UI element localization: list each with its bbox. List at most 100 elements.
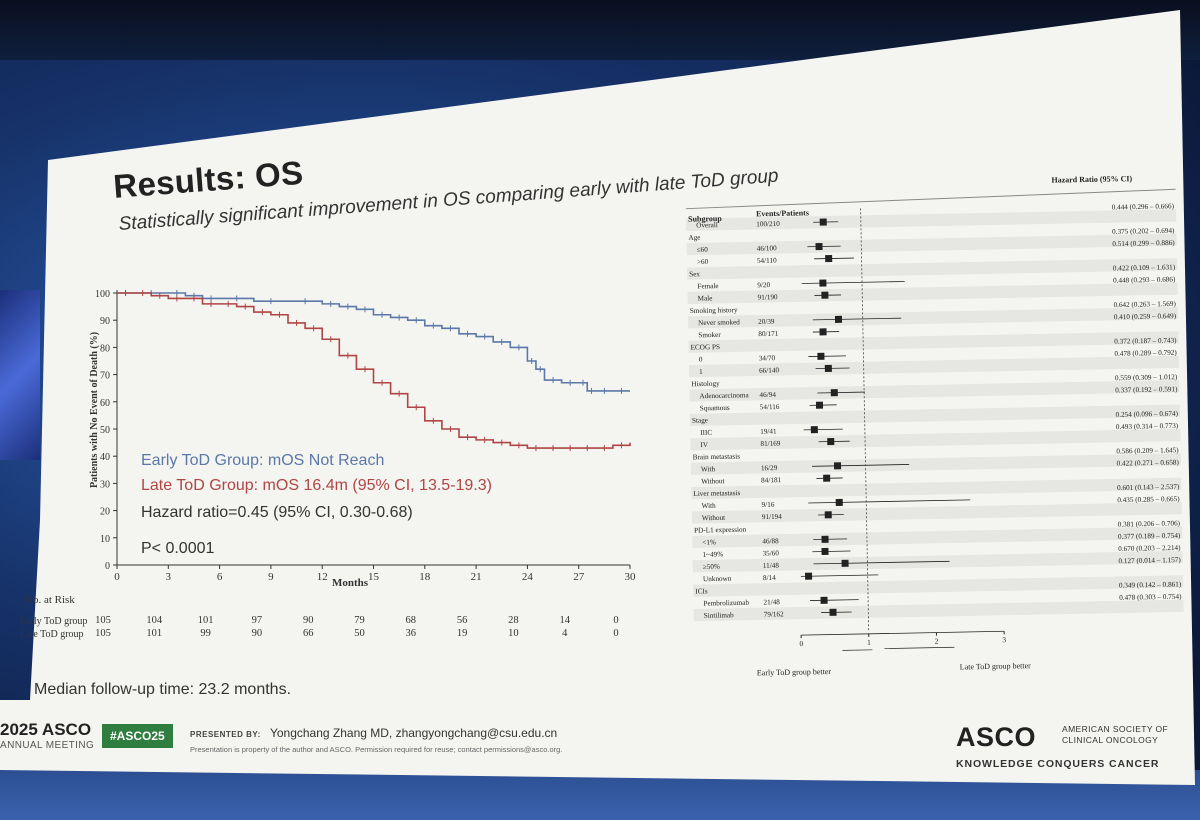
forest-row-label: Without bbox=[702, 514, 725, 522]
forest-row-label: 1 bbox=[699, 368, 703, 376]
risk-value: 79 bbox=[354, 615, 365, 626]
risk-value: 14 bbox=[559, 615, 570, 626]
forest-row-events: 9/20 bbox=[757, 281, 770, 289]
forest-ci-text: 0.435 (0.285 – 0.665) bbox=[1117, 495, 1180, 504]
forest-row-events: 81/169 bbox=[760, 440, 781, 448]
forest-hr-marker bbox=[824, 364, 832, 372]
forest-row-label: ≤60 bbox=[697, 246, 709, 254]
forest-row-label: Smoking history bbox=[690, 306, 738, 315]
km-x-ticks: 0 3 6 9 12 15 18 21 24 27 30 bbox=[114, 565, 636, 583]
risk-value: 90 bbox=[303, 615, 314, 626]
risk-value: 101 bbox=[198, 615, 214, 626]
forest-ci-text: 0.372 (0.187 – 0.743) bbox=[1114, 336, 1177, 345]
background-left-band bbox=[0, 290, 40, 460]
forest-row-band bbox=[691, 502, 1182, 524]
forest-hr-marker bbox=[820, 596, 828, 604]
forest-row-events: 54/110 bbox=[757, 257, 777, 265]
forest-row-label: Sex bbox=[689, 270, 700, 278]
society-line-1: AMERICAN SOCIETY OF bbox=[1062, 724, 1169, 734]
km-y-tick-label: 90 bbox=[100, 316, 110, 327]
forest-hr-marker bbox=[841, 559, 849, 567]
forest-ci-text: 0.514 (0.299 – 0.886) bbox=[1112, 239, 1175, 248]
asco-logo: ASCO bbox=[956, 722, 1037, 752]
km-y-tick-label: 50 bbox=[100, 425, 110, 436]
forest-hr-marker bbox=[829, 608, 837, 616]
forest-row-label: Brain metastasis bbox=[693, 452, 741, 461]
forest-ci-text: 0.642 (0.263 – 1.569) bbox=[1113, 300, 1176, 309]
forest-left-arrow bbox=[842, 649, 873, 651]
forest-row-bands bbox=[686, 209, 1184, 622]
forest-ci-text: 0.349 (0.142 – 0.861) bbox=[1119, 580, 1182, 589]
forest-row-band bbox=[686, 233, 1177, 256]
risk-value: 0 bbox=[613, 628, 618, 639]
forest-ci-text: 0.670 (0.203 – 2.214) bbox=[1118, 544, 1181, 553]
forest-ci-text: 0.601 (0.143 – 2.537) bbox=[1117, 483, 1180, 492]
forest-row-band bbox=[687, 258, 1178, 280]
meeting-logo: 2025 ASCO ANNUAL MEETING bbox=[0, 720, 94, 751]
followup-text: Median follow-up time: 23.2 months. bbox=[34, 681, 292, 698]
forest-ci-text: 0.254 (0.096 – 0.674) bbox=[1116, 410, 1179, 419]
forest-row-band bbox=[687, 282, 1178, 305]
risk-value: 56 bbox=[457, 615, 468, 626]
forest-row-label: PD-L1 expression bbox=[694, 526, 747, 535]
forest-ci-line bbox=[813, 560, 950, 565]
forest-left-label: Early ToD group better bbox=[757, 667, 832, 677]
risk-value: 28 bbox=[508, 615, 519, 626]
forest-row-band bbox=[690, 428, 1181, 451]
forest-hr-marker bbox=[833, 462, 842, 470]
presenter-name: Yongchang Zhang MD, zhangyongchang@csu.e… bbox=[269, 726, 558, 740]
forest-row-band bbox=[690, 453, 1181, 475]
forest-row-band bbox=[687, 306, 1179, 329]
forest-ci-text: 0.337 (0.192 – 0.591) bbox=[1115, 385, 1178, 394]
forest-row-label: ≥50% bbox=[703, 563, 720, 571]
forest-row-events: 80/171 bbox=[758, 330, 779, 338]
forest-x-tick-label: 2 bbox=[935, 637, 939, 646]
forest-ci-text: 0.410 (0.259 – 0.649) bbox=[1114, 312, 1177, 321]
km-annotation-hr: Hazard ratio=0.45 (95% CI, 0.30-0.68) bbox=[141, 504, 413, 521]
forest-row-events: 46/94 bbox=[759, 391, 776, 399]
forest-ci-text: 0.377 (0.189 – 0.754) bbox=[1118, 532, 1181, 541]
forest-subgroup-header: Subgroup bbox=[688, 214, 722, 224]
risk-value: 97 bbox=[252, 615, 263, 626]
forest-row-events: 46/100 bbox=[757, 244, 778, 252]
km-y-tick-label: 60 bbox=[100, 398, 110, 409]
asco-society-name: AMERICAN SOCIETY OF CLINICAL ONCOLOGY bbox=[1062, 724, 1168, 746]
risk-table: Early ToD group 105 104 101 97 90 79 68 56 28 14 0L… bbox=[20, 615, 619, 640]
forest-row-band bbox=[689, 380, 1180, 402]
forest-row-label: >60 bbox=[697, 258, 709, 266]
forest-hr-marker bbox=[819, 328, 827, 336]
forest-ci-line bbox=[803, 428, 843, 431]
forest-row-label: Overall bbox=[696, 221, 718, 229]
forest-hr-marker bbox=[824, 511, 832, 519]
forest-ci-text: 0.448 (0.293 – 0.686) bbox=[1113, 275, 1176, 284]
forest-hr-marker bbox=[835, 498, 843, 506]
forest-row-events: 84/181 bbox=[761, 476, 782, 484]
km-y-label: Patients with No Event of Death (%) bbox=[89, 332, 100, 488]
km-x-tick-label: 0 bbox=[114, 571, 120, 583]
forest-hr-header: Hazard Ratio (95% CI) bbox=[1051, 174, 1132, 185]
km-y-tick-label: 30 bbox=[100, 479, 110, 490]
forest-row-events: 34/70 bbox=[759, 354, 776, 362]
forest-ci-line bbox=[814, 257, 854, 260]
forest-hr-marker bbox=[825, 254, 833, 263]
km-y-tick-label: 20 bbox=[100, 507, 110, 518]
forest-row-label: <1% bbox=[702, 538, 716, 546]
km-y-tick-label: 100 bbox=[95, 289, 110, 300]
km-annotation-p: P< 0.0001 bbox=[141, 540, 215, 557]
risk-value: 50 bbox=[354, 628, 365, 639]
forest-ci-line bbox=[800, 574, 879, 577]
forest-row-band bbox=[693, 575, 1184, 597]
risk-row-label: Late ToD group bbox=[20, 629, 84, 640]
forest-row-band bbox=[692, 526, 1183, 549]
forest-row-events: 66/140 bbox=[759, 366, 780, 374]
forest-row-events: 54/116 bbox=[760, 403, 780, 411]
forest-row-events: 21/48 bbox=[763, 598, 780, 606]
forest-row-events: 16/29 bbox=[761, 464, 778, 472]
km-x-label: Months bbox=[332, 577, 369, 589]
forest-row-label: ECOG PS bbox=[690, 343, 720, 352]
forest-hr-marker bbox=[805, 572, 813, 580]
forest-row-label: IIIC bbox=[700, 429, 712, 437]
km-x-tick-label: 15 bbox=[368, 571, 380, 583]
forest-hr-marker bbox=[819, 279, 827, 287]
